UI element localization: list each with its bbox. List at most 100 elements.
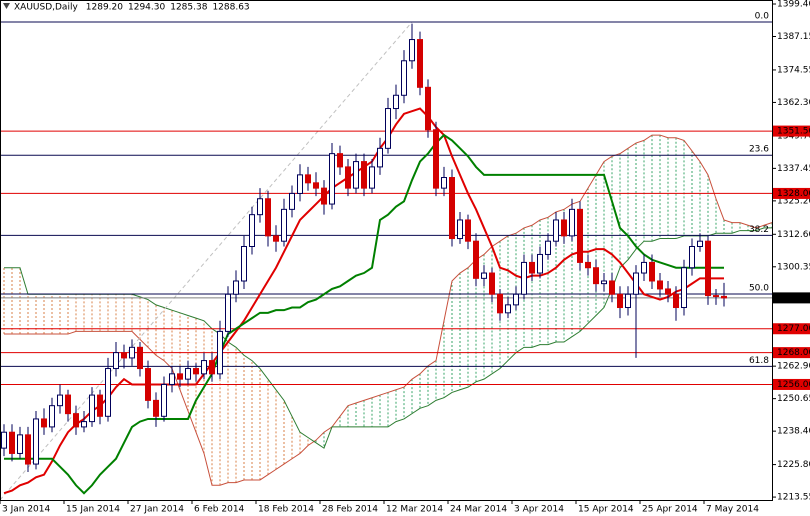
candle-body [697, 240, 703, 247]
level-price-box [773, 347, 810, 359]
candle-body [705, 240, 711, 297]
candle-body [369, 166, 375, 189]
candle-body [49, 405, 55, 428]
candle-body [305, 174, 311, 184]
level-price-box [773, 378, 810, 390]
level-price-box [773, 323, 810, 335]
candle-body [393, 94, 399, 110]
x-tick-label: 7 May 2014 [706, 505, 759, 515]
level-price-box [773, 125, 810, 137]
symbol-icon [3, 3, 10, 9]
candle-body [593, 267, 599, 285]
candle-body [401, 60, 407, 96]
x-tick-label: 6 Feb 2014 [194, 505, 245, 515]
candle-body [129, 346, 135, 359]
y-tick-label: 1213.55 [777, 493, 810, 503]
candle-body [609, 280, 615, 295]
level-price-label: 1328.00 [777, 189, 810, 199]
candle-body [713, 295, 719, 298]
fib-trendline [0, 21, 413, 501]
candle-body [89, 394, 95, 423]
candle-body [161, 383, 167, 417]
candle-body [433, 129, 439, 189]
candle-body [721, 295, 727, 299]
y-tick-label: 1325.20 [777, 196, 810, 206]
candle-body [505, 304, 511, 314]
candle-body [177, 373, 183, 380]
candle-body [417, 39, 423, 88]
x-tick-label: 25 Apr 2014 [642, 505, 698, 515]
candle-body [297, 174, 303, 194]
candle-body [201, 360, 207, 375]
candle-body [689, 245, 695, 269]
candle-body [457, 219, 463, 240]
x-tick-label: 15 Jan 2014 [66, 505, 120, 515]
candle-body [633, 272, 639, 295]
candle-body [465, 219, 471, 242]
chart-title: XAUUSD,Daily [14, 3, 78, 13]
candle-body [561, 219, 567, 237]
candle-body [321, 187, 327, 205]
y-tick-label: 1225.80 [777, 460, 810, 470]
candle-body [497, 293, 503, 314]
x-tick-label: 12 Mar 2014 [386, 505, 443, 515]
candle-body [641, 261, 647, 274]
candle-body [225, 293, 231, 332]
y-tick-label: 1262.90 [777, 362, 810, 372]
candle-body [329, 153, 335, 205]
plot-area: 0.0 23.6 38.2 50.0 61.8 [0, 12, 781, 501]
candle-body [257, 198, 263, 216]
fib-label: 23.6 [749, 145, 769, 155]
level-price-label: 1277.00 [777, 324, 810, 334]
senkou-span-a [4, 134, 781, 486]
candle-body [473, 240, 479, 279]
candle-body [153, 399, 159, 417]
candle-body [681, 267, 687, 309]
candle-body [425, 86, 431, 131]
candle-body [97, 394, 103, 417]
candle-body [657, 280, 663, 290]
x-tick-label: 3 Apr 2014 [514, 505, 564, 515]
senkou-span-b [4, 227, 780, 449]
level-price-box [773, 187, 810, 199]
candle-body [489, 272, 495, 295]
candle-body [65, 394, 71, 415]
candle-body [361, 161, 367, 189]
candle-body [73, 413, 79, 428]
candle-body [313, 182, 319, 189]
indicator-line [4, 133, 724, 495]
level-price-label: 1351.50 [777, 127, 810, 137]
candle-body [145, 368, 151, 401]
candle-body [649, 261, 655, 282]
y-tick-label: 1374.55 [777, 65, 810, 75]
last-price-label: 1288.63 [777, 293, 810, 303]
candle-body [409, 39, 415, 62]
candle-body [137, 346, 143, 370]
candle-body [193, 368, 199, 375]
level-price-label: 1256.00 [777, 380, 810, 390]
fib-label: 38.2 [749, 225, 769, 235]
candle-body [249, 214, 255, 247]
candle-body [233, 280, 239, 295]
header-value: 1294.30 [128, 3, 165, 13]
candle-body [529, 261, 535, 274]
candle-body [33, 418, 39, 465]
candle-body [241, 245, 247, 282]
last-price-box [773, 292, 810, 304]
candle-body [337, 153, 343, 168]
x-tick-label: 28 Feb 2014 [322, 505, 378, 515]
candle-body [121, 352, 127, 359]
candle-body [385, 108, 391, 149]
y-tick-label: 1238.40 [777, 427, 810, 437]
axis-background [0, 501, 773, 516]
y-tick-label: 1387.15 [777, 32, 810, 42]
plot-frame [0, 0, 773, 501]
candle-body [537, 253, 543, 274]
fib-label: 61.8 [749, 356, 769, 366]
candle-body [673, 293, 679, 309]
candle-body [217, 330, 223, 375]
axis-background [773, 0, 810, 516]
candle-body [585, 261, 591, 269]
y-tick-label: 1250.65 [777, 394, 810, 404]
y-tick-label: 1337.45 [777, 164, 810, 174]
